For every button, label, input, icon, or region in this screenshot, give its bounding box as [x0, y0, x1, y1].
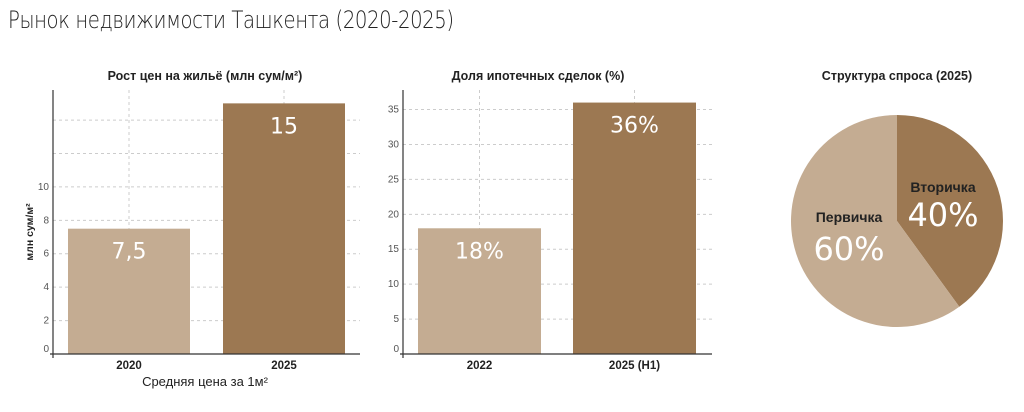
chart-title: Доля ипотечных сделок (%) [452, 69, 625, 83]
y-tick-label: 10 [38, 182, 50, 193]
x-tick-label: 2020 [116, 360, 142, 372]
y-tick-label: 8 [43, 215, 49, 226]
pie-slice-primary [790, 115, 960, 327]
x-axis-label: Средняя цена за 1м² [142, 374, 269, 389]
y-tick-label: 30 [388, 139, 400, 150]
y-tick-label: 4 [43, 282, 49, 293]
bar-value-label: 15 [270, 114, 298, 139]
y-tick-label: 6 [43, 249, 49, 260]
pie-slice-value: 60% [813, 230, 884, 268]
x-tick-label: 2022 [467, 360, 493, 372]
y-tick-label: 15 [388, 244, 400, 255]
pie-slice-label: Вторичка [910, 179, 975, 195]
x-tick-label: 2025 (H1) [609, 360, 660, 372]
pie-slice-value: 40% [907, 196, 978, 234]
bar-2022 [418, 228, 541, 354]
bar-2020 [68, 228, 190, 354]
x-tick-label: 2025 [271, 360, 297, 372]
chart-title: Рост цен на жильё (млн сум/м²) [108, 69, 303, 83]
bar-2025H1 [573, 102, 696, 354]
y-tick-label: 25 [388, 174, 400, 185]
bar-value-label: 18% [455, 239, 504, 264]
page-title: Рынок недвижимости Ташкента (2020-2025) [8, 6, 454, 34]
y-axis-label: млн сум/м² [24, 203, 36, 261]
y-tick-label: 0 [393, 344, 399, 355]
y-tick-label: 35 [388, 105, 400, 116]
bar-value-label: 7,5 [112, 240, 147, 265]
y-tick-label: 20 [388, 209, 400, 220]
bar-2025 [223, 103, 345, 354]
pie-slice-secondary [897, 115, 1003, 307]
y-tick-label: 5 [393, 314, 399, 325]
y-tick-label: 2 [43, 316, 49, 327]
pie-slice-label: Первичка [816, 209, 883, 225]
chart-title: Структура спроса (2025) [822, 69, 972, 83]
y-tick-label: 0 [43, 344, 49, 355]
y-tick-label: 10 [388, 279, 400, 290]
bar-value-label: 36% [610, 114, 659, 139]
